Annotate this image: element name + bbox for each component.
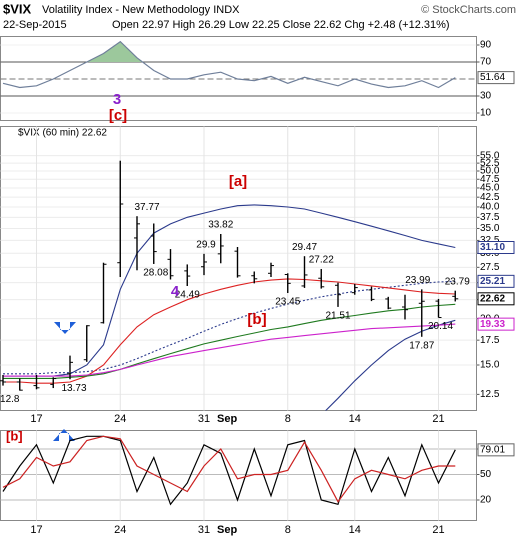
last-value-box	[477, 443, 515, 457]
y-tick-label: 27.5	[480, 262, 500, 273]
last-value-box	[477, 292, 515, 306]
last-value: 19.33	[480, 319, 505, 330]
y-tick-label: 35.0	[480, 223, 500, 234]
wave-label: [a]	[229, 173, 247, 190]
x-tick-label: 21	[432, 524, 444, 536]
y-tick-label: 47.5	[480, 174, 500, 185]
series-line	[3, 323, 456, 377]
price-legend: $VIX (60 min) 22.62	[18, 128, 107, 139]
series-line	[325, 319, 456, 411]
x-tick-label: 21	[432, 413, 444, 425]
x-tick-label: 24	[114, 413, 126, 425]
series-line	[2, 435, 456, 506]
y-tick-label: 90	[480, 40, 492, 51]
y-tick-label: 20	[480, 495, 492, 506]
series-line	[3, 303, 456, 379]
peak-label: 23.45	[275, 297, 300, 308]
y-tick-label: 37.5	[480, 212, 500, 223]
symbol: $VIX	[3, 1, 32, 16]
wave-label: [b]	[247, 311, 266, 328]
peak-label: 29.9	[196, 239, 216, 250]
peak-label: 24.49	[175, 290, 200, 301]
instrument-name: Volatility Index - New Methodology INDX	[42, 4, 240, 16]
x-tick-label: 17	[30, 413, 42, 425]
month-label: Sep	[217, 413, 237, 425]
month-label: Sep	[217, 524, 237, 536]
x-tick-label: 24	[114, 524, 126, 536]
wave-label: 4	[171, 283, 180, 300]
y-tick-label: 45.0	[480, 183, 500, 194]
overbought-fill	[3, 41, 456, 62]
down-arrow	[54, 322, 76, 334]
peak-label: 28.08	[143, 268, 168, 279]
y-tick-label: 15.0	[480, 360, 500, 371]
last-value: 79.01	[480, 444, 505, 455]
x-tick-label: 8	[285, 413, 291, 425]
last-value-box	[477, 317, 515, 331]
last-value: 25.21	[480, 276, 505, 287]
x-tick-label: 14	[349, 524, 361, 536]
wave-label: 3	[113, 91, 121, 108]
peak-label: 37.77	[134, 202, 159, 213]
y-tick-label: 10	[480, 108, 492, 119]
peak-label: 29.47	[292, 242, 317, 253]
last-value-box	[477, 274, 515, 288]
peak-label: 23.99	[405, 275, 430, 286]
last-value: 31.10	[480, 242, 505, 253]
stoch-panel	[0, 430, 477, 521]
peak-label: 21.51	[325, 311, 350, 322]
quote: Open 22.97 High 26.29 Low 22.25 Close 22…	[112, 19, 450, 31]
y-tick-label: 42.5	[480, 192, 500, 203]
x-tick-label: 31	[198, 524, 210, 536]
y-tick-label: 12.5	[480, 389, 500, 400]
peak-label: 12.8	[0, 394, 20, 405]
peak-label: 23.79	[445, 276, 470, 287]
peak-label: 20.14	[428, 321, 453, 332]
up-arrow	[53, 429, 75, 441]
price-panel	[0, 126, 477, 411]
peak-label: 33.82	[208, 220, 233, 231]
x-tick-label: 31	[198, 413, 210, 425]
x-tick-label: 8	[285, 524, 291, 536]
y-tick-label: 55.0	[480, 150, 500, 161]
series-line	[3, 278, 456, 384]
y-tick-label: 32.5	[480, 235, 500, 246]
last-value-box	[477, 241, 515, 255]
wave-label: [b]	[6, 428, 23, 443]
y-tick-label: 50.0	[480, 166, 500, 177]
y-tick-label: 40.0	[480, 202, 500, 213]
peak-label: 27.22	[309, 255, 334, 266]
x-tick-label: 14	[349, 413, 361, 425]
wave-label: [c]	[109, 107, 127, 124]
date: 22-Sep-2015	[3, 19, 67, 31]
y-tick-label: 17.5	[480, 335, 500, 346]
watermark: © StockCharts.com	[421, 4, 516, 16]
series-line	[3, 204, 456, 377]
y-tick-label: 52.5	[480, 158, 500, 169]
last-value-box	[477, 71, 515, 85]
last-value: 51.64	[480, 72, 505, 83]
series-line	[2, 40, 456, 89]
x-tick-label: 17	[30, 524, 42, 536]
y-tick-label: 70	[480, 57, 492, 68]
last-value: 22.62	[480, 293, 505, 304]
y-tick-label: 50	[480, 469, 492, 480]
series-line	[2, 435, 456, 503]
peak-label: 13.73	[61, 383, 86, 394]
peak-label: 17.87	[409, 340, 434, 351]
y-tick-label: 30	[480, 91, 492, 102]
